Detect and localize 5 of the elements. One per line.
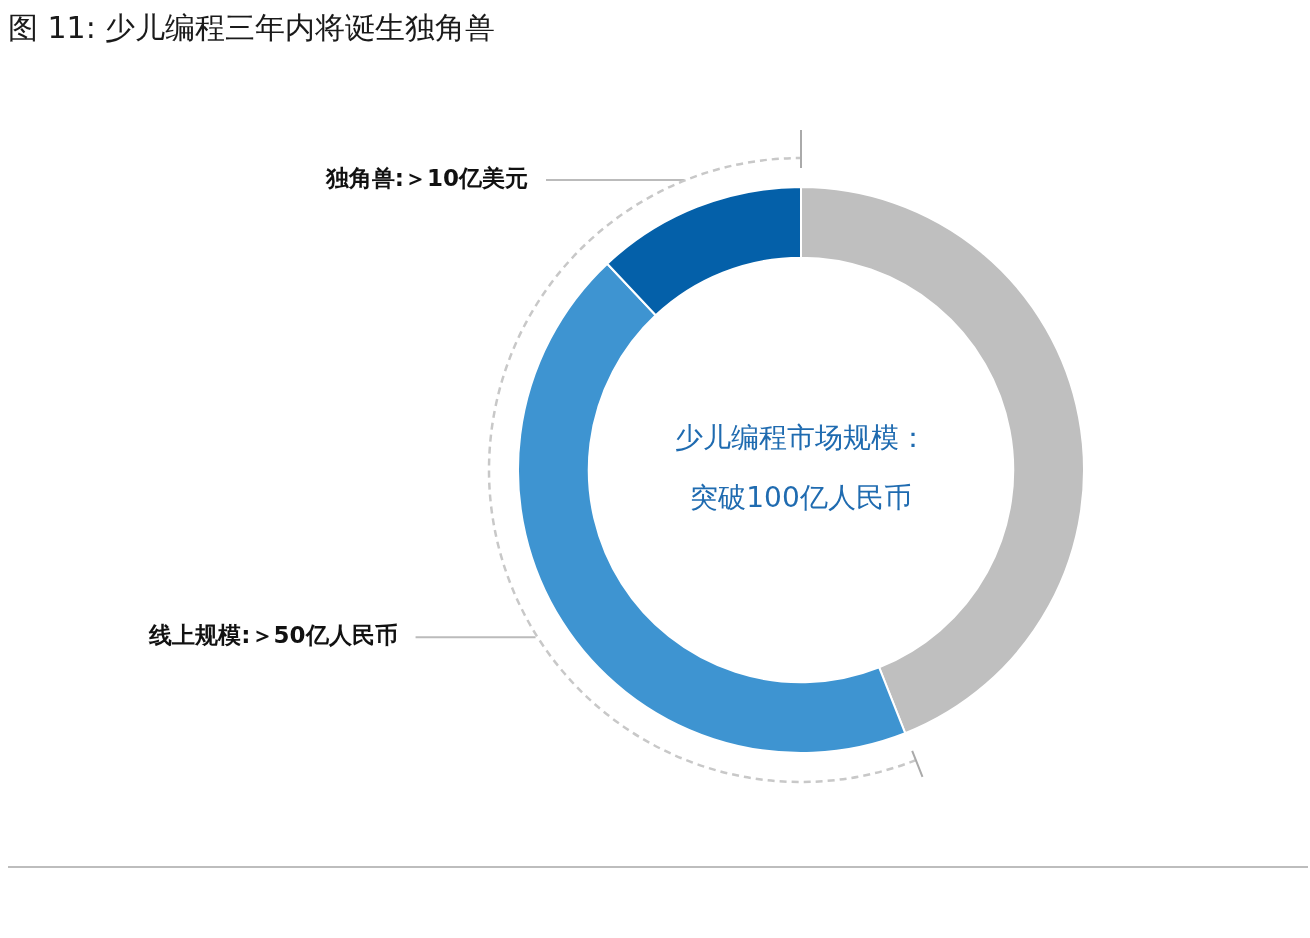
text: 突破100亿人民币 [690,481,912,515]
slice-label: 独角兽:＞10亿美元 [324,164,528,191]
chart-title: 图 11: 少儿编程三年内将诞生独角兽 [8,9,496,47]
slice-label: 线上规模:＞50亿人民币 [148,622,398,649]
text: 少儿编程市场规模： [675,421,927,455]
